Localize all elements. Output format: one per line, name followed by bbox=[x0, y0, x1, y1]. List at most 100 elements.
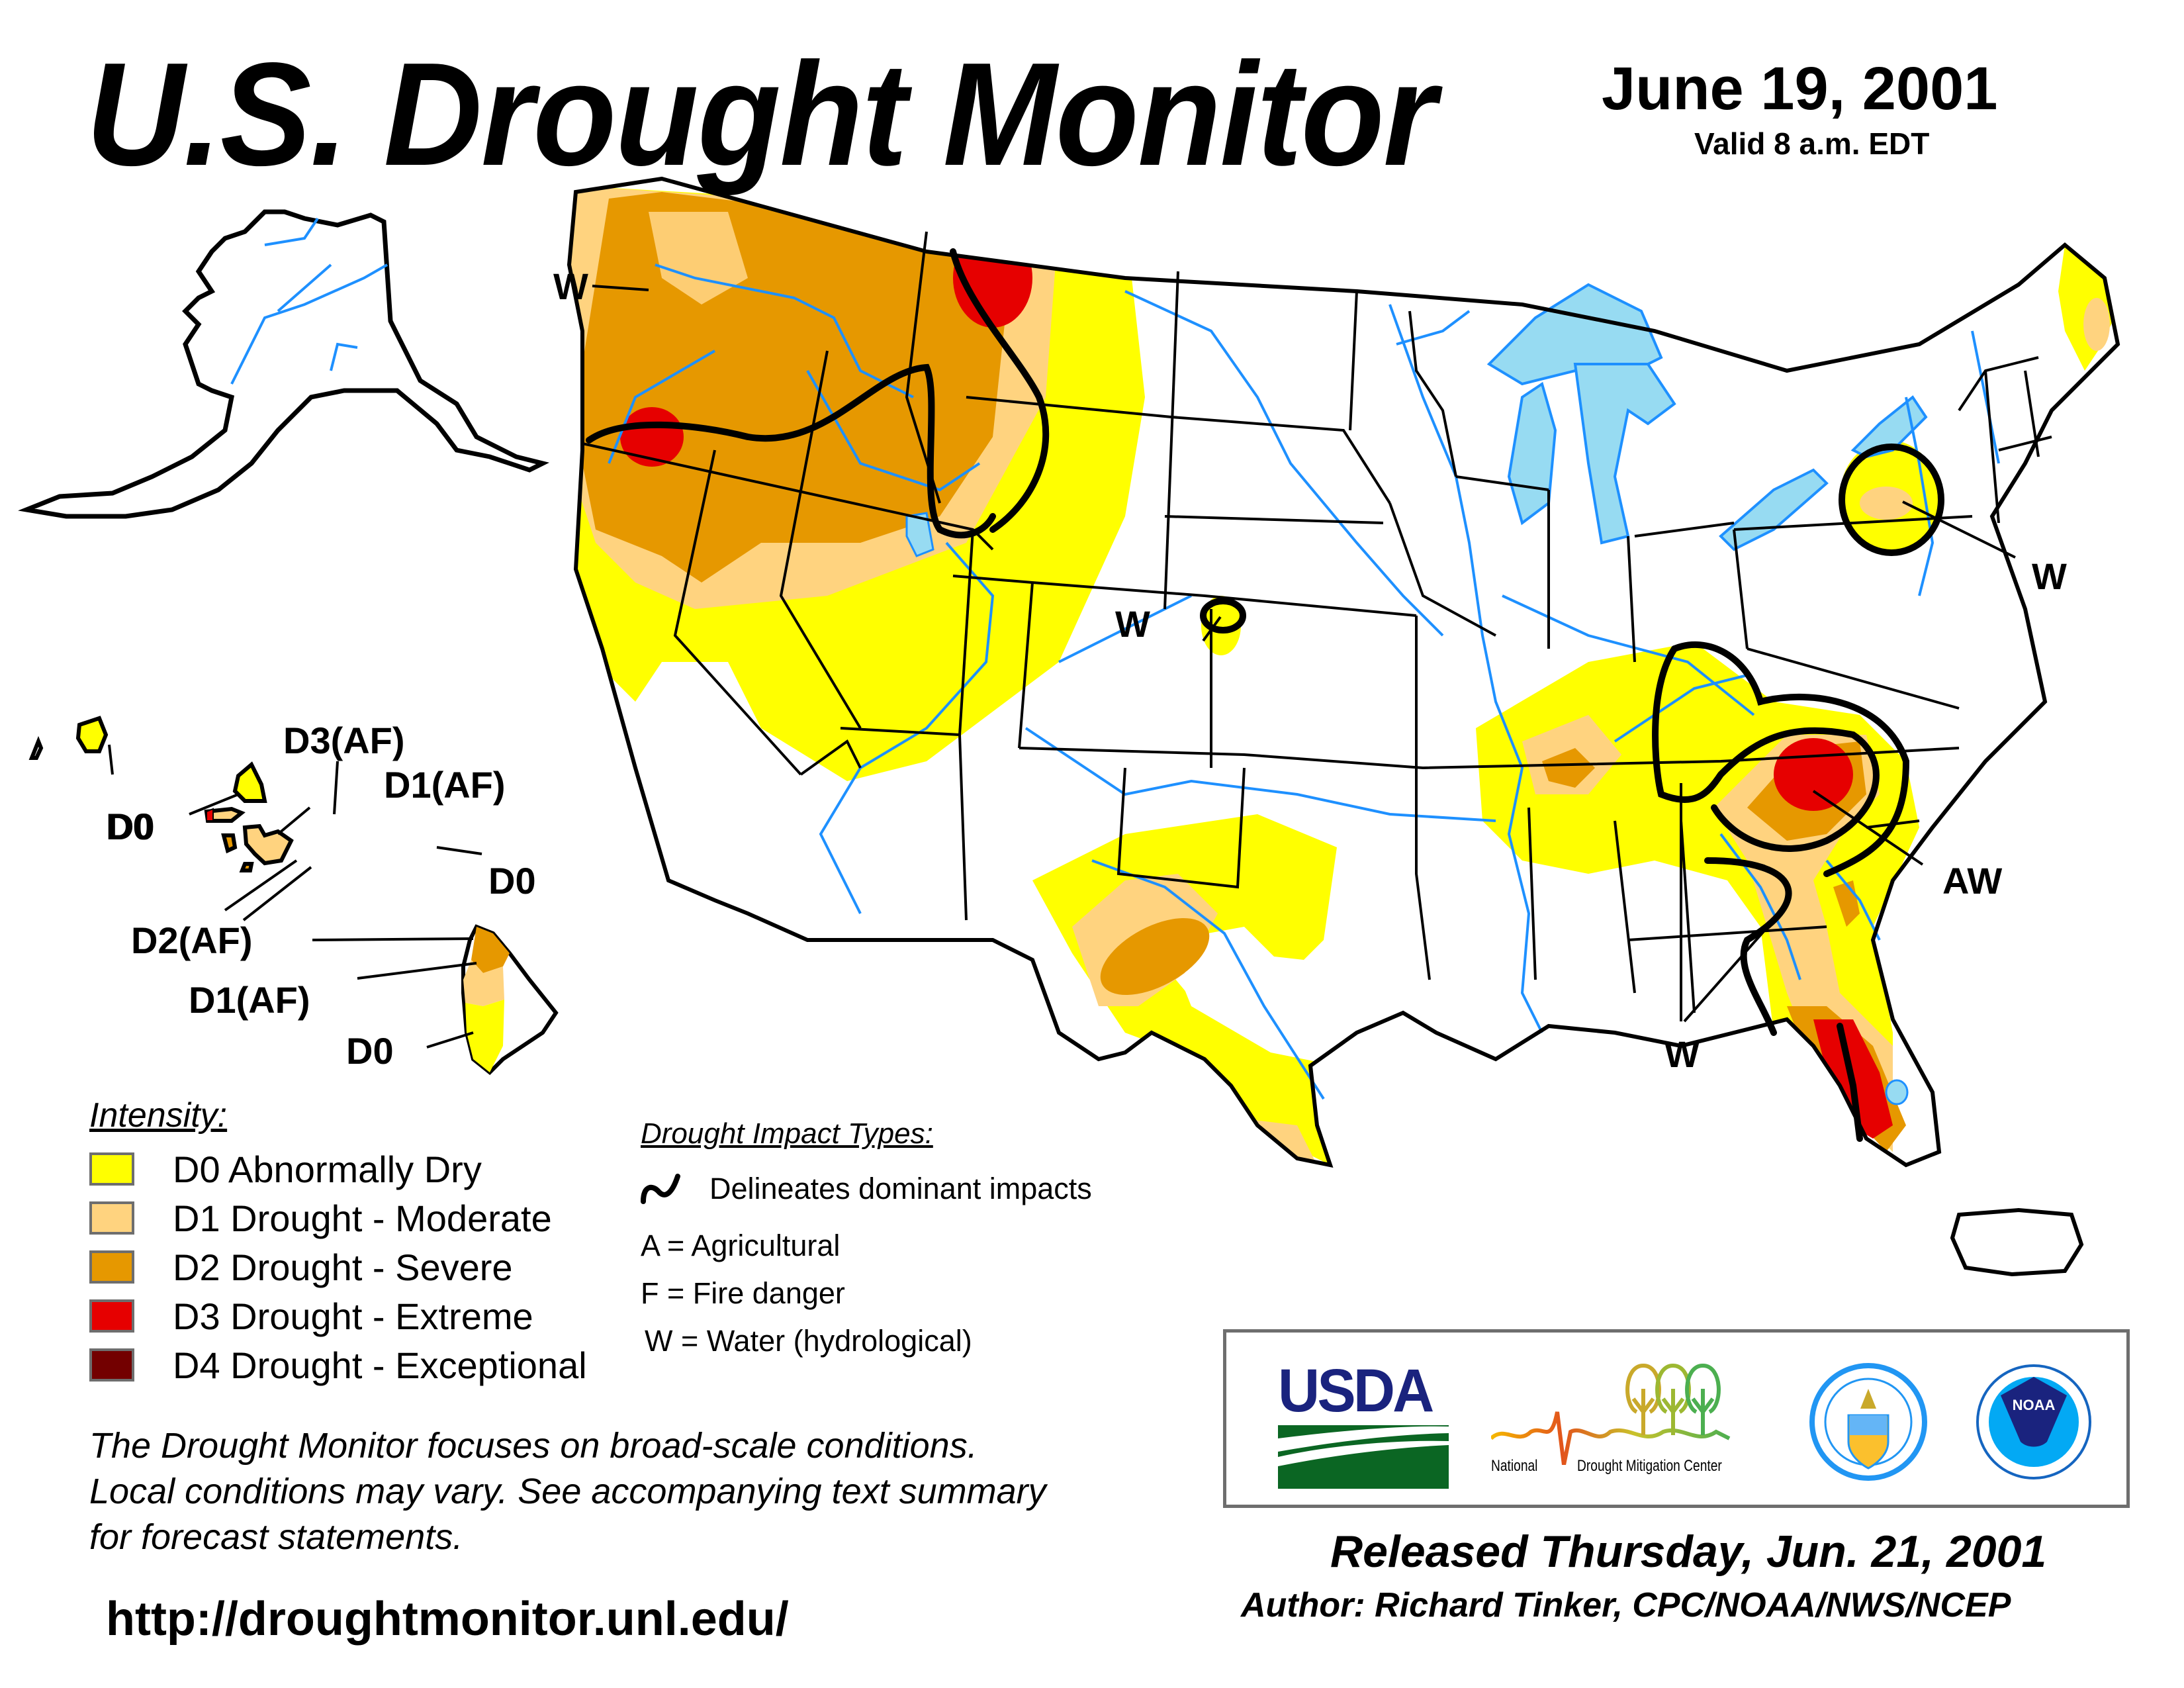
great-lakes bbox=[1486, 283, 1663, 386]
great-lakes bbox=[1573, 363, 1676, 545]
hawaii-label-big-island-north: D1(AF) bbox=[189, 979, 310, 1021]
kauai bbox=[75, 716, 109, 753]
impact-line-montana bbox=[950, 248, 1050, 533]
hawaii-label-maui-east: D0 bbox=[488, 860, 536, 902]
impact-legend-title: Drought Impact Types: bbox=[641, 1117, 933, 1150]
map-date: June 19, 2001 bbox=[1602, 55, 1998, 122]
squiggle-line-icon bbox=[641, 1174, 680, 1204]
legend-label: D0 Abnormally Dry bbox=[173, 1148, 482, 1190]
impact-label-southeast-w: W bbox=[1664, 1033, 1700, 1075]
impact-line-ny bbox=[1839, 444, 1944, 556]
ndmc-logo: National Drought Mitigation Center bbox=[1491, 1359, 1769, 1491]
drought-area-d1 bbox=[649, 212, 748, 305]
disclaimer-line: Local conditions may vary. See accompany… bbox=[89, 1472, 1046, 1511]
impact-label-colorado-w: W bbox=[1115, 603, 1150, 645]
conus-outline bbox=[567, 176, 2120, 1168]
impact-label-nw-w: W bbox=[553, 265, 588, 307]
hawaii-label-lanai: D2(AF) bbox=[131, 919, 253, 961]
legend-item-d4: D4 Drought - Exceptional bbox=[89, 1340, 587, 1389]
legend-label: D2 Drought - Severe bbox=[173, 1246, 513, 1288]
legend-label: D3 Drought - Extreme bbox=[173, 1295, 533, 1337]
drought-area-d1 bbox=[1860, 487, 1913, 520]
alaska-river bbox=[277, 263, 332, 312]
legend-label: D4 Drought - Exceptional bbox=[173, 1344, 587, 1386]
legend-swatch-d3 bbox=[89, 1299, 134, 1333]
page-title: U.S. Drought Monitor bbox=[86, 32, 1436, 197]
hawaii-label-oahu: D0 bbox=[107, 806, 155, 847]
legend-item-d0: D0 Abnormally Dry bbox=[89, 1145, 587, 1194]
noaa-logo-icon: NOAA bbox=[1976, 1364, 2091, 1479]
legend-item-d2: D2 Drought - Severe bbox=[89, 1243, 587, 1291]
hawaii-leaders bbox=[108, 744, 482, 1049]
legend-label: D1 Drought - Moderate bbox=[173, 1197, 552, 1239]
drought-area-d2 bbox=[1100, 918, 1210, 995]
hawaii-label-maui-west: D1(AF) bbox=[384, 764, 506, 806]
noaa-logo-text: NOAA bbox=[2013, 1397, 2056, 1413]
hawaii-label-big-island-south: D0 bbox=[346, 1030, 394, 1072]
legend-swatch-d1 bbox=[89, 1201, 134, 1235]
usda-logo-text: USDA bbox=[1278, 1357, 1434, 1425]
puerto-rico bbox=[1950, 1207, 2084, 1277]
state-boundaries bbox=[582, 231, 2052, 1013]
impact-line-southeast bbox=[1652, 645, 1880, 852]
alaska-river bbox=[264, 217, 319, 246]
usda-logo: USDA bbox=[1278, 1357, 1449, 1489]
oahu bbox=[232, 761, 267, 803]
ndmc-text-right: Drought Mitigation Center bbox=[1577, 1457, 1722, 1475]
alaska-river bbox=[330, 342, 358, 371]
alaska-river bbox=[230, 263, 388, 385]
impact-type-fire: F = Fire danger bbox=[641, 1276, 845, 1310]
drought-area-d1 bbox=[2083, 298, 2110, 351]
impact-type-water: W = Water (hydrological) bbox=[645, 1324, 972, 1358]
intensity-legend-title: Intensity: bbox=[89, 1096, 228, 1135]
great-salt-lake bbox=[905, 512, 934, 557]
hawaii bbox=[28, 716, 559, 1076]
impact-line-west bbox=[586, 363, 996, 539]
disclaimer-line: The Drought Monitor focuses on broad-sca… bbox=[89, 1426, 978, 1466]
impact-line-florida bbox=[1837, 1023, 1863, 1142]
disclaimer-line: for forecast statements. bbox=[89, 1517, 463, 1557]
drought-area-d2 bbox=[1542, 748, 1595, 788]
impact-line-label: Delineates dominant impacts bbox=[709, 1172, 1092, 1205]
valid-time: Valid 8 a.m. EDT bbox=[1694, 126, 1930, 161]
website-link[interactable]: http://droughtmonitor.unl.edu/ bbox=[106, 1593, 789, 1646]
legend-swatch-d2 bbox=[89, 1250, 134, 1284]
ndmc-text-left: National bbox=[1491, 1457, 1538, 1475]
impact-line-colorado bbox=[1200, 598, 1246, 633]
legend-item-d1: D1 Drought - Moderate bbox=[89, 1194, 587, 1243]
big-island-d1 bbox=[463, 960, 504, 1006]
impact-label-northeast-w: W bbox=[2032, 555, 2067, 597]
alaska bbox=[18, 209, 550, 519]
impact-line-georgia bbox=[1704, 857, 1792, 1036]
niihau bbox=[28, 735, 44, 760]
intensity-legend: Intensity: D0 Abnormally Dry D1 Drought … bbox=[89, 1096, 587, 1389]
impact-line-legend: Delineates dominant impacts bbox=[641, 1165, 1092, 1213]
commerce-seal-icon bbox=[1809, 1363, 1927, 1481]
release-date: Released Thursday, Jun. 21, 2001 bbox=[1330, 1526, 2047, 1577]
legend-item-d3: D3 Drought - Extreme bbox=[89, 1291, 587, 1340]
kahoolawe bbox=[239, 862, 254, 872]
impact-legend: Drought Impact Types: Delineates dominan… bbox=[641, 1117, 1092, 1365]
maui bbox=[242, 823, 294, 866]
impact-type-agricultural: A = Agricultural bbox=[641, 1229, 841, 1262]
partner-logos: USDA National Drou bbox=[1223, 1329, 2130, 1508]
hawaii-label-molokai: D3(AF) bbox=[283, 720, 405, 761]
lanai bbox=[221, 833, 238, 854]
usda-field-icon bbox=[1278, 1425, 1449, 1489]
legend-swatch-d0 bbox=[89, 1152, 134, 1186]
big-island-d2 bbox=[471, 927, 510, 973]
big-island-d0 bbox=[465, 1000, 504, 1072]
lake bbox=[1885, 1079, 1909, 1105]
disclaimer: The Drought Monitor focuses on broad-sca… bbox=[89, 1423, 1046, 1560]
ndmc-trees-icon bbox=[1491, 1364, 1731, 1465]
hawaii-label-kauai: D0 bbox=[106, 806, 154, 847]
legend-swatch-d4 bbox=[89, 1348, 134, 1382]
label-leaders bbox=[592, 285, 2016, 1023]
author: Author: Richard Tinker, CPC/NOAA/NWS/NCE… bbox=[1241, 1586, 2011, 1624]
drought-area-d3 bbox=[1774, 738, 1853, 811]
molokai-d3 bbox=[206, 808, 214, 821]
alaska-outline bbox=[18, 209, 550, 519]
conus: W W W AW W bbox=[553, 176, 2120, 1168]
impact-label-southeast-aw: AW bbox=[1942, 860, 2002, 902]
